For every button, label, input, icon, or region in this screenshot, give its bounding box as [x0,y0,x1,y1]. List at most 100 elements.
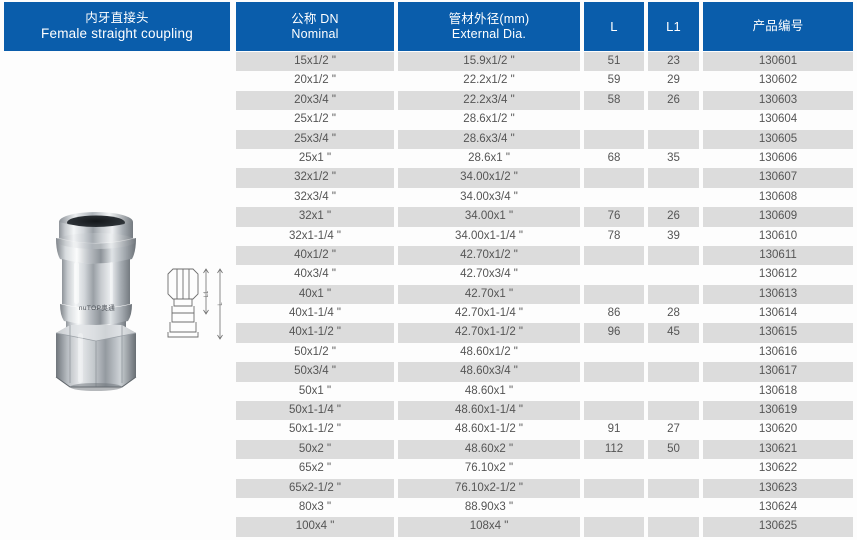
cell-l [584,517,644,537]
header-l1-label: L1 [666,18,681,34]
cell-external-dia: 76.10x2 " [398,459,580,479]
cell-l [584,187,644,208]
cell-external-dia: 88.90x3 " [398,497,580,518]
cell-product-code: 130603 [703,90,853,111]
table-row: 40x1-1/2 " 42.70x1-1/2 " 96 45 130615 [0,323,857,343]
cell-l: 96 [584,323,644,343]
cell-l [584,284,644,305]
cell-nominal: 50x1/2 " [236,342,394,363]
cell-nominal: 32x3/4 " [236,187,394,208]
cell-l1: 23 [648,52,699,72]
cell-l1 [648,517,699,537]
cell-nominal: 15x1/2 " [236,52,394,72]
cell-nominal: 50x1-1/2 " [236,420,394,440]
table-row: 40x1 " 42.70x1 " 130613 [0,284,857,305]
table-row: 50x2 " 48.60x2 " 112 50 130621 [0,439,857,460]
cell-nominal: 40x3/4 " [236,265,394,285]
table-row: 65x2 " 76.10x2 " 130622 [0,459,857,479]
cell-l1 [648,129,699,149]
table-row: 100x4 " 108x4 " 130625 [0,517,857,537]
cell-product-code: 130601 [703,52,853,72]
cell-l1: 35 [648,148,699,169]
cell-nominal: 20x3/4 " [236,90,394,111]
cell-l1 [648,497,699,518]
cell-external-dia: 48.60x2 " [398,439,580,460]
cell-l [584,401,644,421]
cell-external-dia: 34.00x3/4 " [398,187,580,208]
cell-l1: 29 [648,71,699,91]
cell-nominal: 32x1/2 " [236,168,394,188]
cell-product-code: 130614 [703,304,853,324]
table-row: 50x1-1/2 " 48.60x1-1/2 " 91 27 130620 [0,420,857,440]
cell-l1 [648,381,699,402]
cell-l1 [648,168,699,188]
cell-product-code: 130612 [703,265,853,285]
cell-product-code: 130620 [703,420,853,440]
cell-l: 59 [584,71,644,91]
cell-product-code: 130610 [703,226,853,246]
cell-nominal: 50x1 " [236,381,394,402]
cell-nominal: 100x4 " [236,517,394,537]
cell-external-dia: 42.70x1/2 " [398,245,580,266]
cell-product-code: 130615 [703,323,853,343]
cell-l [584,110,644,130]
table-row: 50x1/2 " 48.60x1/2 " 130616 [0,342,857,363]
cell-product-code: 130624 [703,497,853,518]
header-column-l: L [584,2,644,51]
cell-external-dia: 34.00x1/2 " [398,168,580,188]
table-row: 32x1/2 " 34.00x1/2 " 130607 [0,168,857,188]
cell-external-dia: 34.00x1 " [398,207,580,227]
cell-l1 [648,342,699,363]
cell-external-dia: 108x4 " [398,517,580,537]
cell-nominal: 32x1 " [236,207,394,227]
header-product-code-cn: 产品编号 [752,19,804,34]
table-row: 65x2-1/2 " 76.10x2-1/2 " 130623 [0,478,857,498]
technical-line-drawing: L1 L [160,260,230,350]
cell-l: 86 [584,304,644,324]
spec-table-body: 15x1/2 " 15.9x1/2 " 51 23 130601 20x1/2 " 22.2… [0,52,857,537]
table-row: 25x1 " 28.6x1 " 68 35 130606 [0,148,857,169]
table-row: 40x1-1/4 " 42.70x1-1/4 " 86 28 130614 [0,304,857,324]
cell-product-code: 130608 [703,187,853,208]
cell-product-code: 130611 [703,245,853,266]
header-column-product-code: 产品编号 [703,2,853,51]
cell-product-code: 130623 [703,478,853,498]
cell-product-code: 130617 [703,362,853,382]
table-row: 50x1-1/4 " 48.60x1-1/4 " 130619 [0,401,857,421]
cell-nominal: 65x2 " [236,459,394,479]
cell-l1 [648,401,699,421]
cell-external-dia: 22.2x3/4 " [398,90,580,111]
cell-l1: 26 [648,90,699,111]
table-header-row: 内牙直接头 Female straight coupling 公称 DN Nom… [0,0,857,51]
cell-l [584,459,644,479]
cell-l1: 27 [648,420,699,440]
table-row: 50x3/4 " 48.60x3/4 " 130617 [0,362,857,382]
cell-l [584,245,644,266]
cell-nominal: 40x1-1/2 " [236,323,394,343]
cell-l [584,342,644,363]
table-row: 40x3/4 " 42.70x3/4 " 130612 [0,265,857,285]
cell-l1 [648,245,699,266]
cell-l1 [648,362,699,382]
table-row: 25x1/2 " 28.6x1/2 " 130604 [0,110,857,130]
cell-l [584,381,644,402]
product-image-panel: nuTOP奥通 [0,52,232,522]
press-fitting-photo-svg [55,212,137,391]
cell-nominal: 40x1 " [236,284,394,305]
dimension-diagram-svg: L1 L [167,268,224,340]
cell-product-code: 130602 [703,71,853,91]
cell-nominal: 40x1/2 " [236,245,394,266]
table-row: 32x1-1/4 " 34.00x1-1/4 " 78 39 130610 [0,226,857,246]
cell-l: 78 [584,226,644,246]
cell-product-code: 130613 [703,284,853,305]
diagram-l-label: L [218,302,224,306]
header-nominal-en: Nominal [291,26,339,41]
cell-l: 68 [584,148,644,169]
table-row: 32x3/4 " 34.00x3/4 " 130608 [0,187,857,208]
table-row: 40x1/2 " 42.70x1/2 " 130611 [0,245,857,266]
cell-nominal: 25x3/4 " [236,129,394,149]
cell-external-dia: 48.60x1/2 " [398,342,580,363]
header-column-nominal: 公称 DN Nominal [236,2,394,51]
table-row: 20x3/4 " 22.2x3/4 " 58 26 130603 [0,90,857,111]
cell-l [584,362,644,382]
